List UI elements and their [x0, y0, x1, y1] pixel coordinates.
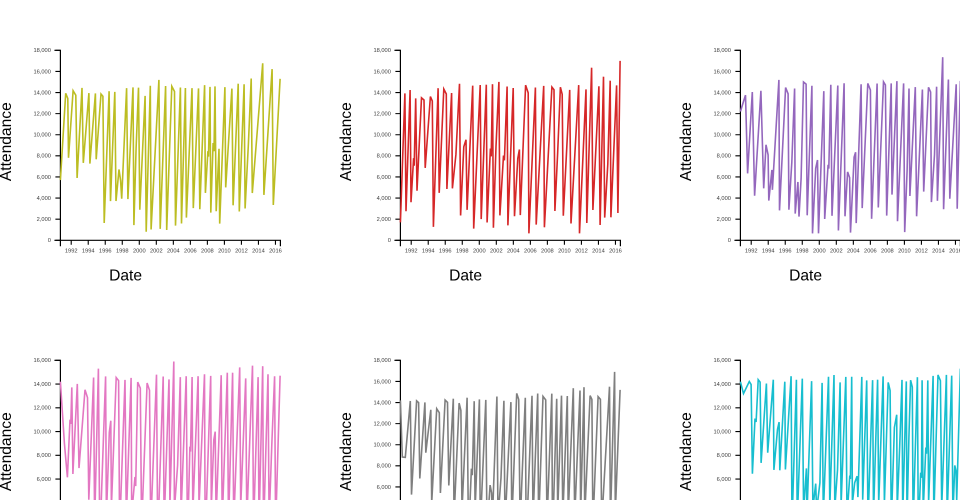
svg-text:16,000: 16,000 — [713, 358, 730, 364]
svg-text:16,000: 16,000 — [33, 358, 50, 364]
svg-text:10,000: 10,000 — [33, 133, 50, 139]
svg-text:1992: 1992 — [405, 249, 418, 255]
svg-text:2014: 2014 — [252, 249, 265, 255]
svg-text:2004: 2004 — [507, 249, 520, 255]
svg-text:12,000: 12,000 — [713, 112, 730, 118]
svg-text:12,000: 12,000 — [373, 422, 390, 428]
svg-text:Date: Date — [789, 268, 822, 285]
svg-text:Attendance: Attendance — [678, 412, 695, 491]
svg-text:10,000: 10,000 — [373, 133, 390, 139]
svg-text:14,000: 14,000 — [33, 382, 50, 388]
svg-text:14,000: 14,000 — [373, 400, 390, 406]
svg-text:1992: 1992 — [65, 249, 78, 255]
svg-text:2004: 2004 — [167, 249, 180, 255]
svg-text:0: 0 — [388, 238, 391, 244]
svg-text:18,000: 18,000 — [373, 48, 390, 54]
svg-text:12,000: 12,000 — [33, 112, 50, 118]
svg-text:Date: Date — [449, 268, 482, 285]
svg-text:2012: 2012 — [915, 249, 928, 255]
svg-text:2002: 2002 — [150, 249, 163, 255]
svg-text:10,000: 10,000 — [713, 133, 730, 139]
svg-text:2000: 2000 — [133, 249, 146, 255]
svg-text:2,000: 2,000 — [37, 217, 51, 223]
svg-text:14,000: 14,000 — [713, 90, 730, 96]
svg-text:2008: 2008 — [201, 249, 214, 255]
svg-text:2000: 2000 — [813, 249, 826, 255]
svg-text:10,000: 10,000 — [713, 429, 730, 435]
svg-text:1996: 1996 — [439, 249, 452, 255]
svg-text:18,000: 18,000 — [713, 48, 730, 54]
svg-text:2006: 2006 — [864, 249, 877, 255]
svg-text:2006: 2006 — [184, 249, 197, 255]
svg-text:8,000: 8,000 — [377, 464, 391, 470]
svg-text:1998: 1998 — [796, 249, 809, 255]
svg-text:8,000: 8,000 — [37, 154, 51, 160]
svg-text:1992: 1992 — [745, 249, 758, 255]
svg-text:2016: 2016 — [949, 249, 960, 255]
svg-text:16,000: 16,000 — [373, 69, 390, 75]
svg-text:2004: 2004 — [847, 249, 860, 255]
svg-text:6,000: 6,000 — [377, 175, 391, 181]
svg-text:2012: 2012 — [575, 249, 588, 255]
svg-text:2008: 2008 — [881, 249, 894, 255]
svg-text:2000: 2000 — [473, 249, 486, 255]
svg-text:2010: 2010 — [898, 249, 911, 255]
svg-text:10,000: 10,000 — [373, 443, 390, 449]
svg-text:6,000: 6,000 — [37, 477, 51, 483]
svg-text:12,000: 12,000 — [33, 406, 50, 412]
svg-text:4,000: 4,000 — [717, 196, 731, 202]
svg-text:6,000: 6,000 — [717, 477, 731, 483]
svg-text:0: 0 — [728, 238, 731, 244]
svg-text:4,000: 4,000 — [37, 196, 51, 202]
svg-text:18,000: 18,000 — [373, 358, 390, 364]
svg-text:18,000: 18,000 — [33, 48, 50, 54]
svg-text:2008: 2008 — [541, 249, 554, 255]
svg-text:8,000: 8,000 — [717, 154, 731, 160]
svg-text:10,000: 10,000 — [33, 429, 50, 435]
svg-text:2,000: 2,000 — [717, 217, 731, 223]
svg-text:Attendance: Attendance — [338, 102, 355, 181]
svg-text:16,000: 16,000 — [713, 69, 730, 75]
svg-text:16,000: 16,000 — [373, 379, 390, 385]
svg-text:2016: 2016 — [609, 249, 622, 255]
svg-text:0: 0 — [48, 238, 51, 244]
svg-text:2016: 2016 — [269, 249, 282, 255]
svg-text:Attendance: Attendance — [0, 102, 15, 181]
svg-text:8,000: 8,000 — [717, 453, 731, 459]
svg-text:Attendance: Attendance — [678, 102, 695, 181]
svg-text:1996: 1996 — [99, 249, 112, 255]
svg-text:8,000: 8,000 — [377, 154, 391, 160]
svg-text:1994: 1994 — [422, 249, 435, 255]
svg-text:16,000: 16,000 — [33, 69, 50, 75]
svg-text:14,000: 14,000 — [33, 90, 50, 96]
svg-text:14,000: 14,000 — [713, 382, 730, 388]
svg-text:6,000: 6,000 — [717, 175, 731, 181]
svg-text:2014: 2014 — [932, 249, 945, 255]
svg-text:Attendance: Attendance — [0, 412, 15, 491]
svg-text:2014: 2014 — [592, 249, 605, 255]
svg-text:Attendance: Attendance — [338, 412, 355, 491]
svg-text:1998: 1998 — [456, 249, 469, 255]
svg-text:4,000: 4,000 — [377, 196, 391, 202]
svg-text:6,000: 6,000 — [37, 175, 51, 181]
svg-text:2002: 2002 — [830, 249, 843, 255]
svg-text:1996: 1996 — [779, 249, 792, 255]
svg-text:8,000: 8,000 — [37, 453, 51, 459]
svg-text:Date: Date — [109, 268, 142, 285]
svg-text:6,000: 6,000 — [377, 485, 391, 491]
svg-text:2012: 2012 — [235, 249, 248, 255]
svg-text:12,000: 12,000 — [713, 406, 730, 412]
svg-text:12,000: 12,000 — [373, 112, 390, 118]
svg-text:1998: 1998 — [116, 249, 129, 255]
svg-text:2010: 2010 — [558, 249, 571, 255]
svg-text:2006: 2006 — [524, 249, 537, 255]
svg-text:2,000: 2,000 — [377, 217, 391, 223]
svg-text:2010: 2010 — [218, 249, 231, 255]
svg-text:1994: 1994 — [82, 249, 95, 255]
svg-text:1994: 1994 — [762, 249, 775, 255]
svg-text:14,000: 14,000 — [373, 90, 390, 96]
svg-text:2002: 2002 — [490, 249, 503, 255]
